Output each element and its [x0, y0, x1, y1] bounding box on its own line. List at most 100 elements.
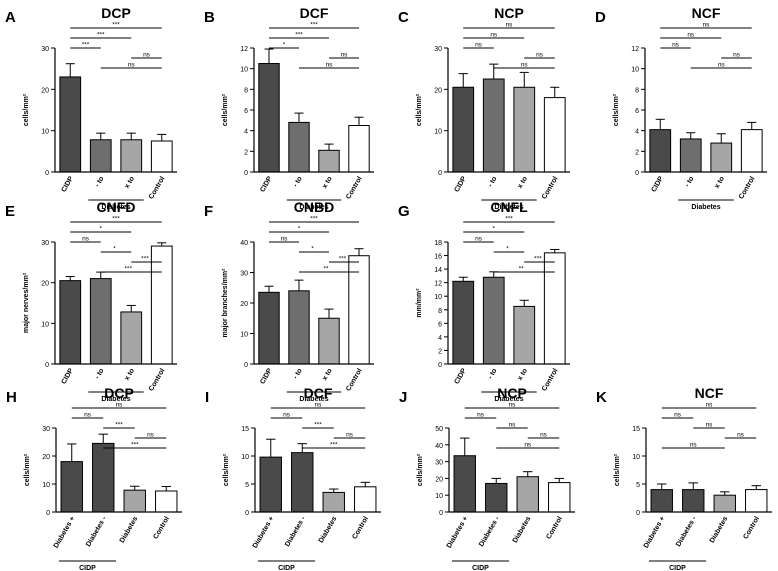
bar-b-1	[288, 121, 310, 173]
x-tick-label-b: Control	[345, 175, 364, 200]
x-tick-label-g: x to	[517, 368, 529, 382]
significance-label-g: *	[492, 226, 495, 233]
significance-label-j: ns	[477, 412, 485, 419]
bar-a-2	[120, 139, 143, 173]
y-axis-label-f: major branches/mm²	[222, 268, 229, 338]
x-tick-label-b: - to	[292, 176, 304, 189]
significance-label-i: ns	[315, 402, 323, 409]
x-tick-label-f: CIDP	[259, 367, 274, 385]
panel-k: K NCF 0 5 10 15 cells/mm² Diabetes + Diabetes - D…	[596, 385, 772, 571]
y-tick-label-d: 8	[635, 87, 639, 94]
group-label-j: CIDP	[472, 565, 489, 571]
significance-label-j: ns	[524, 442, 532, 449]
y-tick-label-e: 30	[41, 240, 49, 247]
significance-label-f: **	[323, 266, 329, 273]
bar-k-0	[650, 489, 673, 513]
significance-label-b: ns	[326, 62, 334, 69]
bar-k-1	[682, 489, 705, 513]
significance-label-b: ns	[341, 52, 349, 59]
significance-label-d: ns	[703, 22, 711, 29]
bar-e-3	[150, 245, 173, 365]
significance-label-e: *	[113, 246, 116, 253]
x-tick-label-j: Diabetes -	[478, 515, 501, 548]
bar-b-2	[318, 149, 340, 173]
significance-label-e: ***	[141, 256, 149, 263]
x-tick-label-k: Diabetes -	[675, 515, 698, 548]
y-tick-label-f: 20	[240, 301, 248, 308]
significance-label-k: ns	[737, 432, 745, 439]
significance-label-d: ns	[672, 42, 680, 49]
panel-letter-g: G	[398, 203, 410, 220]
y-tick-label-g: 12	[434, 281, 442, 288]
x-tick-label-h: Diabetes +	[53, 516, 77, 550]
x-tick-label-g: Control	[541, 367, 560, 392]
panel-title-k: NCF	[695, 385, 724, 401]
group-label-g: Diabetes	[494, 396, 523, 403]
bar-d-3	[740, 129, 763, 173]
bar-j-2	[516, 476, 539, 513]
x-tick-label-c: x to	[517, 176, 529, 190]
x-tick-label-b: x to	[321, 176, 333, 190]
y-tick-label-g: 6	[438, 321, 442, 328]
significance-label-a: ns	[128, 62, 136, 69]
group-label-h: CIDP	[79, 565, 96, 571]
bar-b-3	[348, 125, 370, 173]
x-tick-label-h: Control	[152, 515, 171, 540]
bar-i-3	[354, 486, 377, 513]
bar-a-1	[89, 139, 112, 173]
y-axis-label-j: cells/mm²	[417, 453, 424, 486]
bar-e-0	[59, 280, 82, 365]
y-tick-label-f: 0	[244, 362, 248, 369]
x-tick-label-g: - to	[487, 368, 499, 381]
panel-title-b: DCF	[300, 5, 329, 21]
significance-label-a: ***	[112, 22, 120, 29]
y-tick-label-b: 4	[244, 129, 248, 136]
significance-label-f: *	[311, 246, 314, 253]
significance-label-c: ns	[521, 62, 529, 69]
bar-g-3	[543, 252, 566, 365]
y-tick-label-b: 12	[240, 46, 248, 53]
y-tick-label-i: 15	[241, 426, 249, 433]
significance-label-i: ***	[330, 442, 338, 449]
x-tick-label-a: - to	[94, 176, 106, 189]
y-tick-label-i: 10	[241, 454, 249, 461]
x-tick-label-f: - to	[292, 368, 304, 381]
y-axis-label-h: cells/mm²	[24, 453, 31, 486]
y-tick-label-d: 10	[631, 67, 639, 74]
significance-label-d: ns	[733, 52, 741, 59]
panel-j: J NCP 0 10 20 30 40 50 cells/mm² Diabetes + Diabet…	[399, 385, 575, 571]
group-label-b: Diabetes	[299, 204, 328, 211]
bar-j-1	[485, 482, 508, 513]
bar-j-0	[453, 455, 476, 513]
y-axis-label-c: cells/mm²	[416, 93, 423, 126]
bar-j-3	[548, 482, 571, 513]
y-tick-label-g: 0	[438, 362, 442, 369]
significance-label-a: ***	[97, 32, 105, 39]
y-tick-label-k: 15	[632, 426, 640, 433]
y-tick-label-b: 2	[244, 149, 248, 156]
significance-label-h: ns	[147, 432, 155, 439]
x-tick-label-j: Control	[545, 515, 564, 540]
x-tick-label-a: x to	[124, 176, 136, 190]
significance-label-a: ***	[82, 42, 90, 49]
y-axis-label-i: cells/mm²	[223, 453, 230, 486]
panel-title-a: DCP	[101, 5, 131, 21]
y-axis-label-b: cells/mm²	[222, 93, 229, 126]
y-tick-label-h: 20	[42, 454, 50, 461]
bar-h-2	[123, 489, 146, 513]
y-tick-label-d: 4	[635, 129, 639, 136]
panel-letter-b: B	[204, 9, 215, 26]
panel-letter-a: A	[5, 9, 16, 26]
significance-label-k: ns	[690, 442, 698, 449]
panel-e: E CNFD 0 10 20 30 major nerves/mm² CIDP - to x to…	[5, 199, 177, 403]
bar-h-1	[92, 442, 115, 513]
x-tick-label-e: x to	[124, 368, 136, 382]
bar-e-2	[120, 311, 143, 365]
bar-c-1	[482, 78, 505, 173]
panel-title-e: CNFD	[97, 199, 136, 215]
panel-letter-f: F	[204, 203, 213, 220]
significance-label-d: ns	[718, 62, 726, 69]
significance-label-f: ns	[281, 236, 289, 243]
x-tick-label-c: - to	[487, 176, 499, 189]
